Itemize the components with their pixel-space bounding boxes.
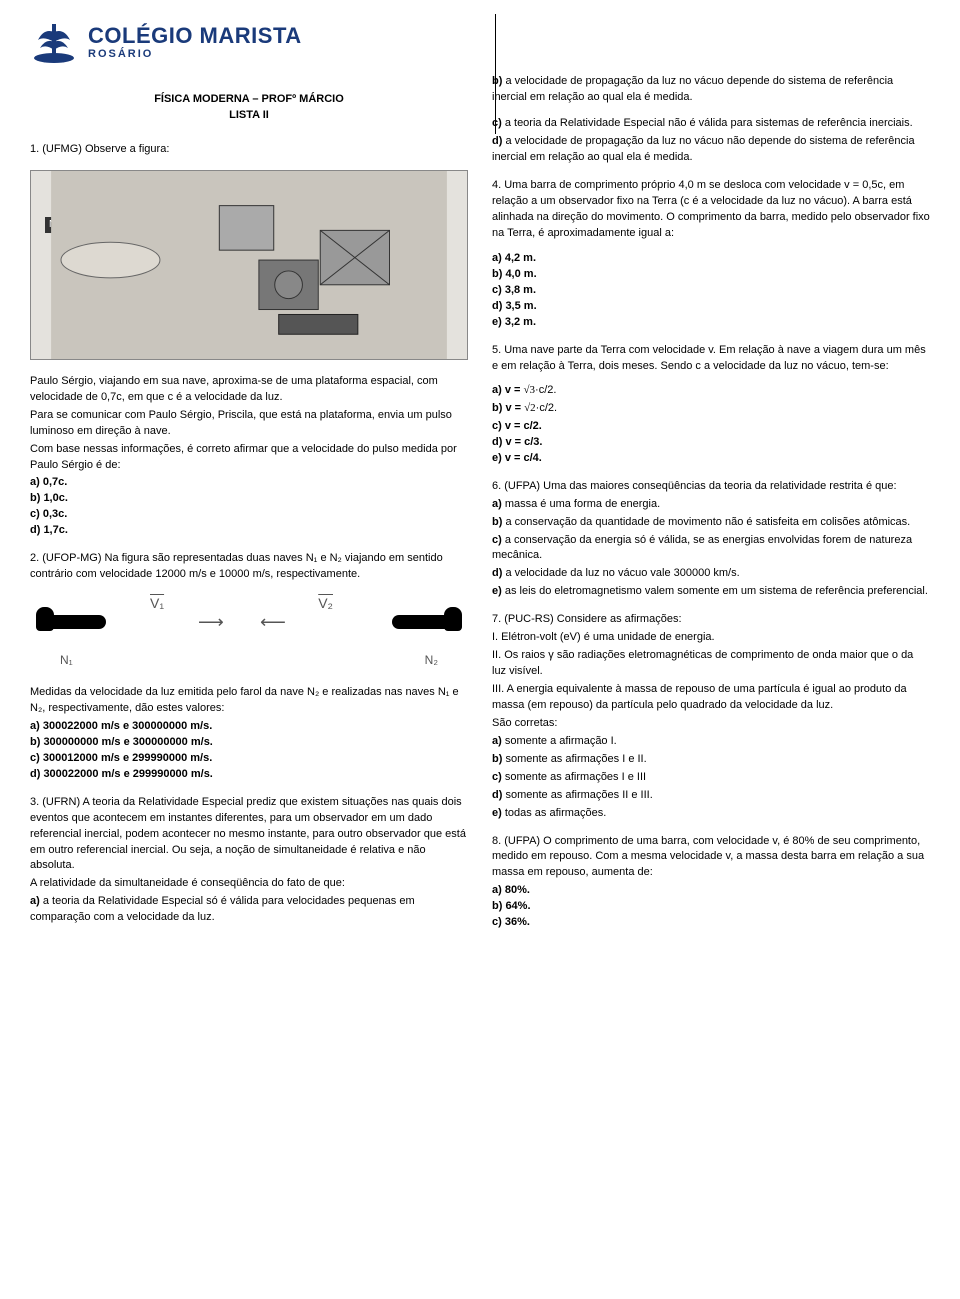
q2-body: Medidas da velocidade da luz emitida pel… (30, 685, 468, 783)
q7-opt-c: c) somente as afirmações I e III (492, 770, 930, 786)
q1-p2: Para se comunicar com Paulo Sérgio, Pris… (30, 408, 468, 440)
q6-opt-c: c) a conservação da energia só é válida,… (492, 533, 930, 565)
arrow-right-icon: ⟶ (198, 609, 224, 635)
q3-continued: b) a velocidade de propagação da luz no … (492, 74, 930, 166)
q3-opt-c: c) a teoria da Relatividade Especial não… (492, 116, 930, 132)
q7-s: São corretas: (492, 716, 930, 732)
q5-opt-e: e) v = c/4. (492, 451, 930, 467)
q7-opt-b: b) somente as afirmações I e II. (492, 752, 930, 768)
q4-opt-c: c) 3,8 m. (492, 283, 930, 299)
q3-lead: 3. (UFRN) A teoria da Relatividade Espec… (30, 795, 468, 875)
q2-vec-v1: V₁ (150, 593, 164, 613)
right-column: b) a velocidade de propagação da luz no … (492, 74, 930, 943)
header-line-2: LISTA II (30, 108, 468, 124)
q3-body: 3. (UFRN) A teoria da Relatividade Espec… (30, 795, 468, 927)
q7-lead: 7. (PUC-RS) Considere as afirmações: (492, 612, 930, 628)
q2-vec-v2: V₂ (318, 593, 333, 613)
q7-opt-a: a) somente a afirmação I. (492, 734, 930, 750)
q6-body: 6. (UFPA) Uma das maiores conseqüências … (492, 479, 930, 601)
q4-opt-d: d) 3,5 m. (492, 299, 930, 315)
q5-lead: 5. Uma nave parte da Terra com velocidad… (492, 343, 930, 375)
q3-opt-a: a) a) a teoria da Relatividade Especial … (30, 894, 468, 926)
q7-iii: III. A energia equivalente à massa de re… (492, 682, 930, 714)
q5-opt-c: c) v = c/2. (492, 419, 930, 435)
q2-opt-d: d) 300022000 m/s e 299990000 m/s. (30, 767, 468, 783)
q6-opt-e: e) as leis do eletromagnetismo valem som… (492, 584, 930, 600)
q6-opt-b: b) a conservação da quantidade de movime… (492, 515, 930, 531)
q2-lead: 2. (UFOP-MG) Na figura são representadas… (30, 551, 468, 583)
q2-opt-c: c) 300012000 m/s e 299990000 m/s. (30, 751, 468, 767)
left-column: FÍSICA MODERNA – PROFº MÁRCIO LISTA II 1… (30, 74, 468, 943)
q7-i: I. Elétron-volt (eV) é uma unidade de en… (492, 630, 930, 646)
q5-opt-b: b) v = √2·c/2. (492, 401, 930, 417)
arrow-left-icon: ⟶ (260, 609, 286, 635)
worksheet-header: FÍSICA MODERNA – PROFº MÁRCIO LISTA II (30, 92, 468, 124)
q6-lead: 6. (UFPA) Uma das maiores conseqüências … (492, 479, 930, 495)
q1-p1: Paulo Sérgio, viajando em sua nave, apro… (30, 374, 468, 406)
q4-opt-e: e) 3,2 m. (492, 315, 930, 331)
q8-opt-b: b) 64%. (492, 899, 930, 915)
q4-opt-b: b) 4,0 m. (492, 267, 930, 283)
q4-body: 4. Uma barra de comprimento próprio 4,0 … (492, 178, 930, 331)
q7-body: 7. (PUC-RS) Considere as afirmações: I. … (492, 612, 930, 821)
q1-opt-b: b) 1,0c. (30, 491, 468, 507)
q1-p3: Com base nessas informações, é correto a… (30, 442, 468, 474)
q4-lead: 4. Uma barra de comprimento próprio 4,0 … (492, 178, 930, 242)
q2-label-n2: N₂ (425, 652, 438, 669)
q2-opt-a: a) 300022000 m/s e 300000000 m/s. (30, 719, 468, 735)
q8-opt-a: a) 80%. (492, 883, 930, 899)
q8-lead: 8. (UFPA) O comprimento de uma barra, co… (492, 834, 930, 882)
q2-figure: V₁ V₂ ⟶ ⟶ N₁ N₂ (30, 593, 468, 671)
q2-label-n1: N₁ (60, 652, 73, 669)
q3-p1: A relatividade da simultaneidade é conse… (30, 876, 468, 892)
q1-body: Paulo Sérgio, viajando em sua nave, apro… (30, 374, 468, 539)
logo-title: COLÉGIO MARISTA (88, 25, 302, 47)
q1-opt-d: d) 1,7c. (30, 523, 468, 539)
q8-opt-c: c) 36%. (492, 915, 930, 931)
logo-branch: ROSÁRIO (88, 49, 302, 60)
q5-opt-d: d) v = c/3. (492, 435, 930, 451)
q7-opt-e: e) todas as afirmações. (492, 806, 930, 822)
q1-lead: 1. (UFMG) Observe a figura: (30, 142, 468, 158)
q6-opt-d: d) a velocidade da luz no vácuo vale 300… (492, 566, 930, 582)
marista-logo-icon (30, 18, 78, 66)
q5-body: 5. Uma nave parte da Terra com velocidad… (492, 343, 930, 467)
q3-opt-b: b) a velocidade de propagação da luz no … (492, 74, 930, 106)
q1-opt-c: c) 0,3c. (30, 507, 468, 523)
q2-opt-b: b) 300000000 m/s e 300000000 m/s. (30, 735, 468, 751)
q4-opt-a: a) 4,2 m. (492, 251, 930, 267)
q7-ii: II. Os raios γ são radiações eletromagné… (492, 648, 930, 680)
school-logo: COLÉGIO MARISTA ROSÁRIO (30, 18, 930, 66)
q7-opt-d: d) somente as afirmações II e III. (492, 788, 930, 804)
header-divider (495, 14, 496, 134)
header-line-1: FÍSICA MODERNA – PROFº MÁRCIO (30, 92, 468, 108)
q1-opt-a: a) 0,7c. (30, 475, 468, 491)
q8-body: 8. (UFPA) O comprimento de uma barra, co… (492, 834, 930, 932)
q2-p1: Medidas da velocidade da luz emitida pel… (30, 685, 468, 717)
q3-opt-d: d) a velocidade de propagação da luz no … (492, 134, 930, 166)
q6-opt-a: a) massa é uma forma de energia. (492, 497, 930, 513)
q5-opt-a: a) v = √3·c/2. (492, 383, 930, 399)
gamma-symbol: γ (548, 649, 554, 661)
q1-figure: NAVE PLATAFORMA (30, 170, 468, 360)
